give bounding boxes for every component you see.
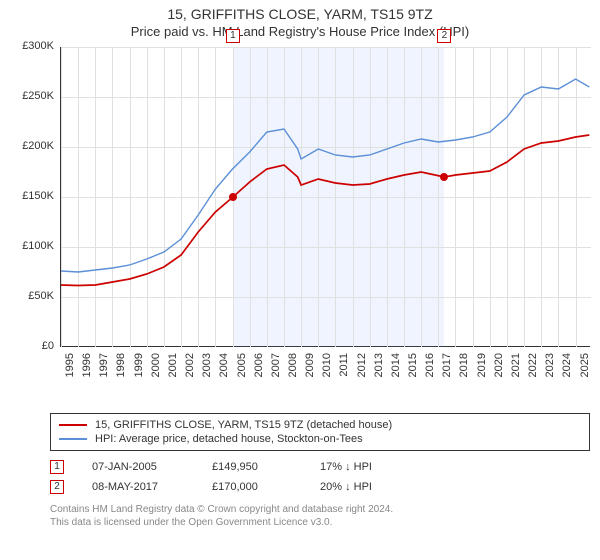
x-axis-label: 2019 bbox=[476, 353, 488, 387]
sale-row: 1 07-JAN-2005 £149,950 17% ↓ HPI bbox=[50, 457, 590, 477]
x-axis-label: 2011 bbox=[338, 353, 350, 387]
x-axis-label: 1996 bbox=[81, 353, 93, 387]
sale-price: £170,000 bbox=[212, 481, 292, 493]
x-axis-label: 2001 bbox=[167, 353, 179, 387]
y-axis-label: £250K bbox=[10, 90, 54, 102]
sale-price: £149,950 bbox=[212, 461, 292, 473]
x-axis-label: 1997 bbox=[98, 353, 110, 387]
sale-table: 1 07-JAN-2005 £149,950 17% ↓ HPI 2 08-MAY-201… bbox=[50, 457, 590, 497]
x-axis-label: 1999 bbox=[133, 353, 145, 387]
legend-label: 15, GRIFFITHS CLOSE, YARM, TS15 9TZ (det… bbox=[95, 419, 392, 431]
x-axis-label: 2016 bbox=[424, 353, 436, 387]
x-axis-label: 2006 bbox=[253, 353, 265, 387]
legend-row: HPI: Average price, detached house, Stoc… bbox=[59, 432, 581, 446]
footer-line-1: Contains HM Land Registry data © Crown c… bbox=[50, 503, 590, 516]
sale-row: 2 08-MAY-2017 £170,000 20% ↓ HPI bbox=[50, 477, 590, 497]
chart-title: 15, GRIFFITHS CLOSE, YARM, TS15 9TZ bbox=[0, 6, 600, 22]
sale-point-2 bbox=[440, 173, 448, 181]
y-axis-label: £100K bbox=[10, 240, 54, 252]
legend-swatch bbox=[59, 424, 87, 427]
sale-date: 08-MAY-2017 bbox=[92, 481, 184, 493]
series-property bbox=[61, 135, 589, 286]
x-axis-label: 2015 bbox=[407, 353, 419, 387]
x-axis-label: 2020 bbox=[493, 353, 505, 387]
sale-point-1 bbox=[229, 193, 237, 201]
x-axis-label: 2025 bbox=[579, 353, 591, 387]
x-axis-label: 2012 bbox=[356, 353, 368, 387]
x-axis-label: 2017 bbox=[441, 353, 453, 387]
x-axis-label: 2010 bbox=[321, 353, 333, 387]
x-axis-label: 2024 bbox=[561, 353, 573, 387]
y-axis-label: £150K bbox=[10, 190, 54, 202]
series-hpi bbox=[61, 79, 589, 272]
sale-marker-inline: 1 bbox=[50, 460, 64, 474]
x-axis-label: 2002 bbox=[184, 353, 196, 387]
chart-area: 12£0£50K£100K£150K£200K£250K£300K1995199… bbox=[10, 47, 590, 407]
x-axis-label: 1995 bbox=[64, 353, 76, 387]
plot-area: 12 bbox=[60, 47, 590, 347]
x-axis-label: 2014 bbox=[390, 353, 402, 387]
y-axis-label: £200K bbox=[10, 140, 54, 152]
x-axis-label: 2007 bbox=[270, 353, 282, 387]
x-axis-label: 2009 bbox=[304, 353, 316, 387]
x-axis-label: 2022 bbox=[527, 353, 539, 387]
x-axis-label: 2000 bbox=[150, 353, 162, 387]
legend-row: 15, GRIFFITHS CLOSE, YARM, TS15 9TZ (det… bbox=[59, 418, 581, 432]
x-axis-label: 2008 bbox=[287, 353, 299, 387]
sale-date: 07-JAN-2005 bbox=[92, 461, 184, 473]
line-layer bbox=[61, 47, 591, 347]
x-axis-label: 2005 bbox=[236, 353, 248, 387]
sale-marker-2: 2 bbox=[437, 29, 451, 43]
sale-marker-inline: 2 bbox=[50, 480, 64, 494]
x-axis-label: 2004 bbox=[218, 353, 230, 387]
footer-line-2: This data is licensed under the Open Gov… bbox=[50, 516, 590, 529]
legend-swatch bbox=[59, 438, 87, 441]
chart-subtitle: Price paid vs. HM Land Registry's House … bbox=[0, 24, 600, 39]
x-axis-label: 2021 bbox=[510, 353, 522, 387]
footer-attribution: Contains HM Land Registry data © Crown c… bbox=[50, 503, 590, 529]
legend-label: HPI: Average price, detached house, Stoc… bbox=[95, 433, 363, 445]
y-axis-label: £300K bbox=[10, 40, 54, 52]
legend: 15, GRIFFITHS CLOSE, YARM, TS15 9TZ (det… bbox=[50, 413, 590, 451]
sale-diff-vs-hpi: 20% ↓ HPI bbox=[320, 481, 372, 493]
x-axis-label: 2023 bbox=[544, 353, 556, 387]
sale-diff-vs-hpi: 17% ↓ HPI bbox=[320, 461, 372, 473]
x-axis-label: 2003 bbox=[201, 353, 213, 387]
y-axis-label: £0 bbox=[10, 340, 54, 352]
x-axis-label: 2013 bbox=[373, 353, 385, 387]
x-axis-label: 1998 bbox=[115, 353, 127, 387]
x-axis-label: 2018 bbox=[458, 353, 470, 387]
sale-marker-1: 1 bbox=[226, 29, 240, 43]
y-axis-label: £50K bbox=[10, 290, 54, 302]
